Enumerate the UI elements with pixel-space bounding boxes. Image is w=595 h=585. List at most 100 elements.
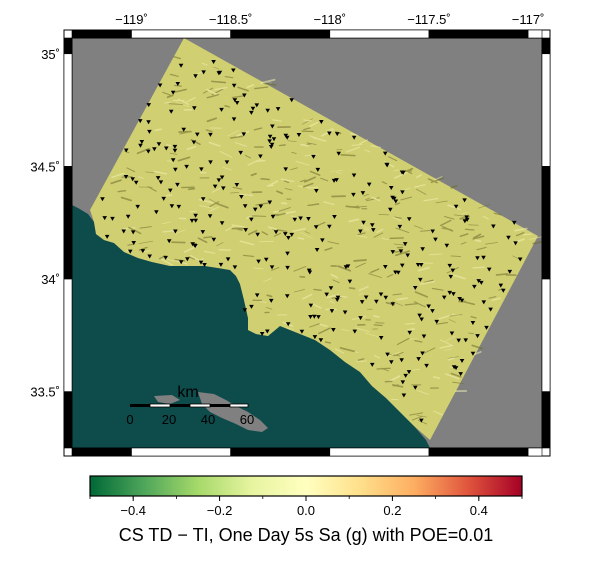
station-marker [416,357,421,362]
station-marker [382,151,388,156]
station-marker [135,204,141,209]
relief-stroke [350,132,358,137]
terrain-relief [110,56,542,425]
station-marker [256,259,261,264]
station-marker [216,178,222,183]
relief-stroke [287,140,297,143]
station-marker [457,296,462,301]
relief-stroke [356,360,367,363]
relief-stroke [431,176,443,182]
relief-stroke [117,190,127,193]
station-marker [370,228,376,233]
relief-stroke [332,279,340,284]
relief-stroke [471,344,484,350]
colorbar-ticks: −0.4 −0.2 0.0 0.2 0.4 [89,496,523,518]
station-marker [403,373,408,378]
relief-stroke [303,127,311,131]
relief-stroke [449,314,463,317]
station-marker [399,358,404,363]
relief-stroke [309,323,320,328]
station-marker [170,158,176,163]
relief-stroke [460,300,476,306]
station-marker [331,178,337,183]
station-marker [270,124,275,129]
station-marker [232,265,238,270]
relief-stroke [292,227,306,232]
station-marker [400,190,405,195]
relief-stroke [447,204,462,211]
relief-stroke [260,301,267,303]
station-marker [127,249,133,254]
relief-stroke [299,232,313,239]
station-marker [255,232,260,237]
station-marker [320,238,325,243]
relief-stroke [371,196,381,202]
relief-stroke [375,322,385,324]
relief-stroke [392,293,402,296]
relief-stroke [324,247,333,251]
relief-stroke [431,287,444,291]
relief-stroke [348,218,360,223]
station-marker [418,277,423,282]
station-marker [327,224,332,229]
relief-stroke [308,186,319,189]
scale-bar-segment [229,403,249,408]
relief-stroke [153,170,168,175]
relief-stroke [388,156,398,162]
station-marker [198,260,204,265]
station-marker [451,292,456,297]
station-marker [498,283,504,288]
relief-stroke [435,200,448,204]
relief-stroke [448,319,456,323]
relief-stroke [175,229,186,234]
relief-stroke [145,171,155,174]
relief-stroke [393,351,404,357]
station-marker [390,195,395,200]
station-marker [199,167,204,172]
relief-stroke [359,139,369,145]
station-marker [147,254,152,259]
island [154,395,180,404]
relief-stroke [423,279,434,284]
station-marker [458,372,464,377]
relief-stroke [353,205,359,208]
station-marker [358,316,363,321]
relief-stroke [438,314,451,320]
relief-stroke [340,329,350,332]
relief-stroke [439,344,453,349]
station-marker [475,256,480,261]
station-marker [448,274,454,279]
station-marker [388,185,394,190]
scale-bar-title: km [177,384,198,401]
relief-stroke [394,202,401,206]
station-marker [168,109,174,114]
station-marker [361,220,366,225]
station-marker [479,280,484,285]
relief-stroke [280,178,295,183]
map-frame [63,29,551,457]
station-marker [193,213,198,218]
station-marker [102,216,107,221]
relief-stroke [365,332,379,338]
relief-stroke [197,258,204,262]
relief-stroke [293,266,307,272]
station-marker [231,68,236,73]
relief-stroke [384,161,395,168]
station-marker [470,320,476,325]
relief-stroke [162,221,172,225]
relief-stroke [262,82,277,86]
relief-stroke [452,381,464,384]
relief-stroke [306,143,312,145]
station-marker [335,295,341,300]
station-marker [219,107,224,112]
station-marker [146,149,151,154]
relief-stroke [373,324,383,327]
longitude-tick-label: −119˚ [115,12,148,27]
station-marker [193,74,198,79]
relief-stroke [327,241,340,245]
relief-stroke [357,205,367,208]
relief-stroke [302,293,313,300]
station-marker [296,133,302,138]
station-marker [463,338,469,343]
